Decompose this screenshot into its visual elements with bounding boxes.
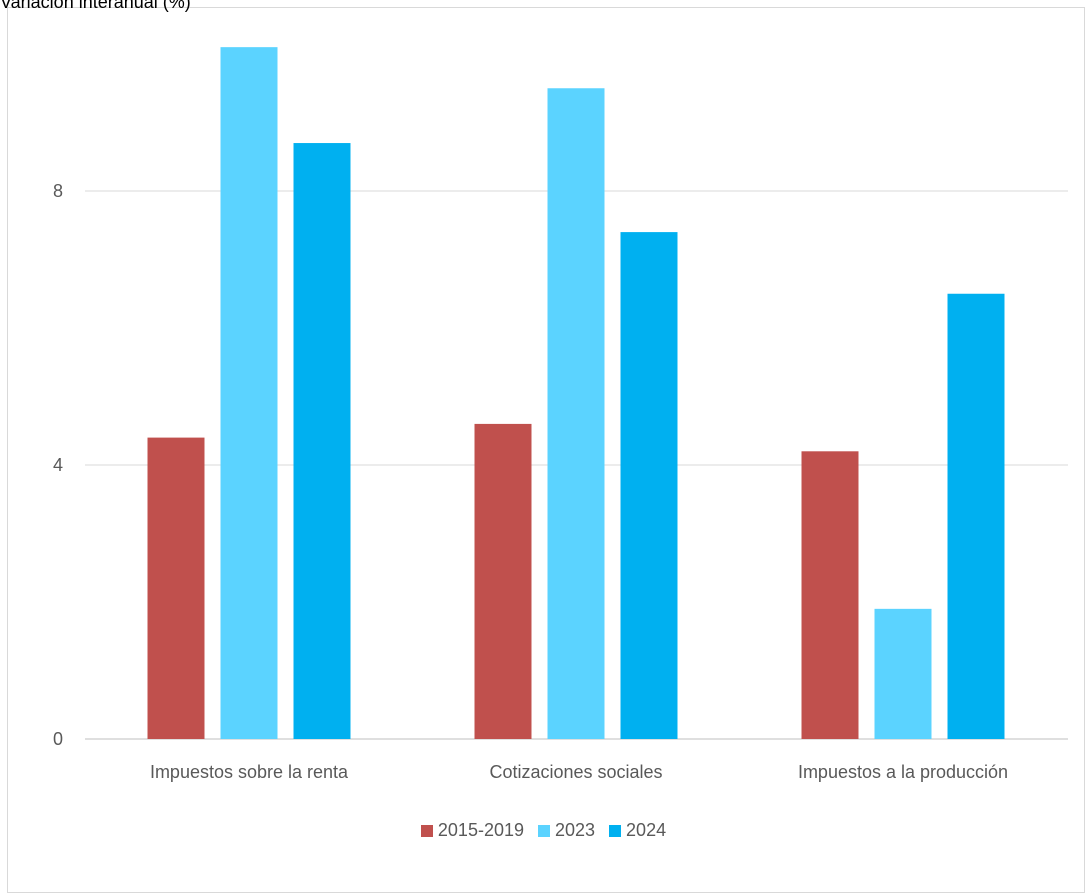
bar [801,451,859,739]
bar [474,423,532,739]
legend: 2015-2019 2023 2024 [0,820,1087,841]
x-axis-ticks: Impuestos sobre la renta Cotizaciones soc… [150,762,1008,782]
bar [620,232,678,739]
x-tick-label: Impuestos sobre la renta [150,762,349,782]
bar [947,293,1005,739]
y-axis-title: Variación interanual (%) [0,0,191,12]
y-axis-ticks: 0 4 8 [53,181,63,749]
legend-label: 2015-2019 [437,820,524,840]
x-tick-label: Impuestos a la producción [798,762,1008,782]
legend-item: 2023 [538,820,595,841]
y-tick-label: 8 [53,181,63,201]
legend-item: 2015-2019 [420,820,524,841]
bar [874,608,932,739]
legend-item: 2024 [609,820,666,841]
legend-label: 2023 [555,820,596,840]
bar [293,143,351,740]
legend-swatch [538,824,550,837]
y-tick-label: 4 [53,455,63,475]
bar [147,437,205,739]
legend-swatch [420,824,433,837]
chart-frame [7,7,1085,893]
y-tick-label: 0 [53,729,63,749]
bar [547,88,605,739]
legend-label: 2024 [626,820,667,840]
legend-swatch [609,824,622,837]
bars [147,47,1005,740]
bar [220,47,278,739]
x-tick-label: Cotizaciones sociales [489,762,662,782]
